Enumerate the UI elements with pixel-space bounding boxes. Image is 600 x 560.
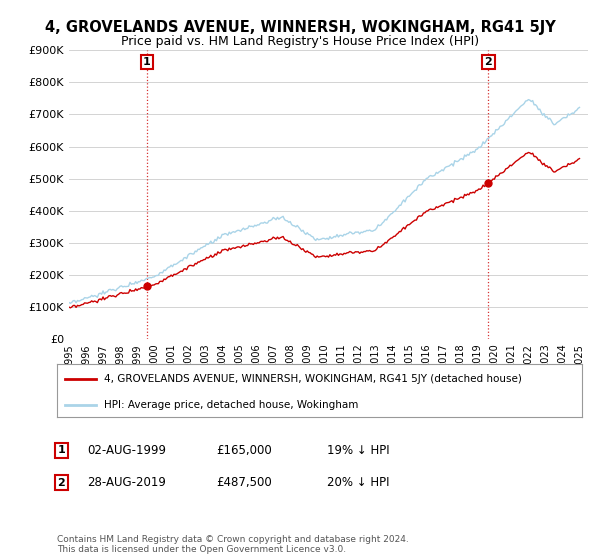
Text: 19% ↓ HPI: 19% ↓ HPI [327, 444, 389, 457]
Text: HPI: Average price, detached house, Wokingham: HPI: Average price, detached house, Woki… [104, 400, 359, 410]
Text: 4, GROVELANDS AVENUE, WINNERSH, WOKINGHAM, RG41 5JY (detached house): 4, GROVELANDS AVENUE, WINNERSH, WOKINGHA… [104, 374, 522, 384]
Text: Contains HM Land Registry data © Crown copyright and database right 2024.
This d: Contains HM Land Registry data © Crown c… [57, 535, 409, 554]
Text: 02-AUG-1999: 02-AUG-1999 [87, 444, 166, 457]
Text: 1: 1 [58, 445, 65, 455]
Text: 20% ↓ HPI: 20% ↓ HPI [327, 476, 389, 489]
Text: 2: 2 [58, 478, 65, 488]
Text: 4, GROVELANDS AVENUE, WINNERSH, WOKINGHAM, RG41 5JY: 4, GROVELANDS AVENUE, WINNERSH, WOKINGHA… [44, 20, 556, 35]
Text: 28-AUG-2019: 28-AUG-2019 [87, 476, 166, 489]
Text: Price paid vs. HM Land Registry's House Price Index (HPI): Price paid vs. HM Land Registry's House … [121, 35, 479, 48]
Text: £487,500: £487,500 [216, 476, 272, 489]
Text: 1: 1 [143, 57, 151, 67]
Text: £165,000: £165,000 [216, 444, 272, 457]
Text: 2: 2 [485, 57, 493, 67]
